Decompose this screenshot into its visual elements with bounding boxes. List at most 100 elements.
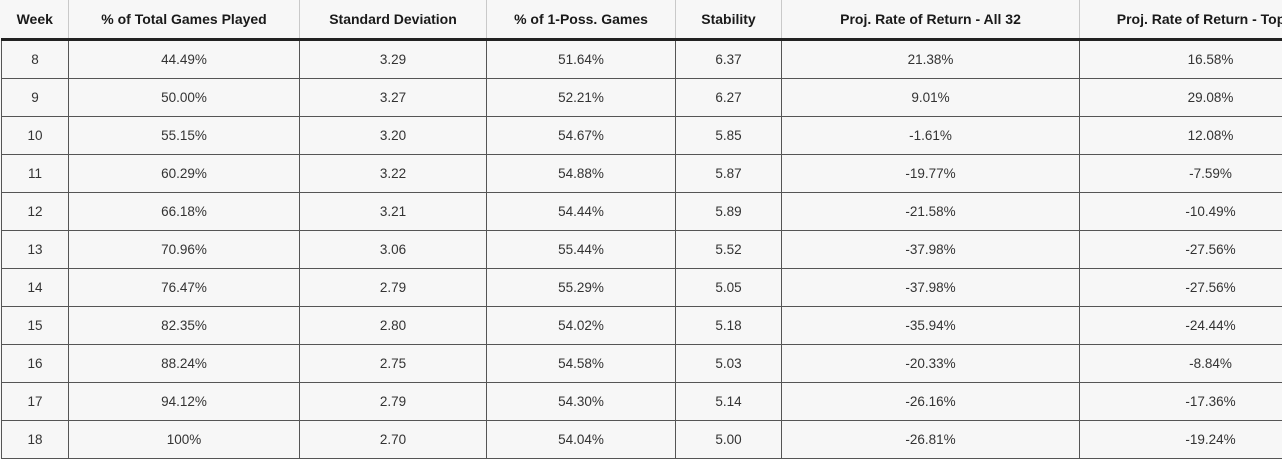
pct-total-games-cell: 44.49%	[69, 40, 300, 79]
return-top20-cell: 16.58%	[1080, 40, 1282, 79]
std-dev-cell: 2.70	[300, 421, 487, 459]
pct-total-games-cell: 82.35%	[69, 307, 300, 345]
pct-one-poss-cell: 52.21%	[487, 79, 676, 117]
pct-one-poss-cell: 54.58%	[487, 345, 676, 383]
stability-cell: 6.37	[676, 40, 782, 79]
pct-one-poss-cell: 54.88%	[487, 155, 676, 193]
return-all32-cell: -37.98%	[782, 269, 1080, 307]
return-top20-cell: -19.24%	[1080, 421, 1282, 459]
week-cell: 17	[2, 383, 69, 421]
std-dev-cell: 2.80	[300, 307, 487, 345]
week-cell: 12	[2, 193, 69, 231]
return-all32-cell: -19.77%	[782, 155, 1080, 193]
pct-total-games-cell: 88.24%	[69, 345, 300, 383]
stability-cell: 5.14	[676, 383, 782, 421]
std-dev-cell: 2.75	[300, 345, 487, 383]
stability-cell: 5.00	[676, 421, 782, 459]
return-all32-cell: -26.81%	[782, 421, 1080, 459]
stability-cell: 5.87	[676, 155, 782, 193]
std-dev-cell: 3.27	[300, 79, 487, 117]
std-dev-cell: 3.06	[300, 231, 487, 269]
column-header-return-top20: Proj. Rate of Return - Top 20	[1080, 0, 1282, 40]
return-all32-cell: 21.38%	[782, 40, 1080, 79]
pct-one-poss-cell: 54.02%	[487, 307, 676, 345]
pct-one-poss-cell: 55.29%	[487, 269, 676, 307]
return-top20-cell: -10.49%	[1080, 193, 1282, 231]
pct-one-poss-cell: 55.44%	[487, 231, 676, 269]
stability-cell: 5.05	[676, 269, 782, 307]
return-top20-cell: -17.36%	[1080, 383, 1282, 421]
stability-cell: 6.27	[676, 79, 782, 117]
std-dev-cell: 2.79	[300, 383, 487, 421]
stability-cell: 5.03	[676, 345, 782, 383]
pct-total-games-cell: 94.12%	[69, 383, 300, 421]
header-row: Week % of Total Games Played Standard De…	[2, 0, 1282, 40]
pct-total-games-cell: 70.96%	[69, 231, 300, 269]
std-dev-cell: 2.79	[300, 269, 487, 307]
table-header: Week % of Total Games Played Standard De…	[2, 0, 1282, 40]
pct-total-games-cell: 100%	[69, 421, 300, 459]
pct-one-poss-cell: 54.67%	[487, 117, 676, 155]
return-top20-cell: -8.84%	[1080, 345, 1282, 383]
return-top20-cell: 29.08%	[1080, 79, 1282, 117]
return-all32-cell: -37.98%	[782, 231, 1080, 269]
pct-one-poss-cell: 54.44%	[487, 193, 676, 231]
stability-cell: 5.89	[676, 193, 782, 231]
std-dev-cell: 3.22	[300, 155, 487, 193]
std-dev-cell: 3.29	[300, 40, 487, 79]
return-all32-cell: -20.33%	[782, 345, 1080, 383]
pct-total-games-cell: 60.29%	[69, 155, 300, 193]
stability-cell: 5.85	[676, 117, 782, 155]
return-top20-cell: -7.59%	[1080, 155, 1282, 193]
return-all32-cell: -26.16%	[782, 383, 1080, 421]
stability-cell: 5.18	[676, 307, 782, 345]
week-cell: 8	[2, 40, 69, 79]
week-cell: 11	[2, 155, 69, 193]
return-top20-cell: 12.08%	[1080, 117, 1282, 155]
week-cell: 13	[2, 231, 69, 269]
std-dev-cell: 3.20	[300, 117, 487, 155]
return-top20-cell: -27.56%	[1080, 231, 1282, 269]
return-all32-cell: -1.61%	[782, 117, 1080, 155]
week-cell: 18	[2, 421, 69, 459]
column-header-std-dev: Standard Deviation	[300, 0, 487, 40]
pct-total-games-cell: 55.15%	[69, 117, 300, 155]
pct-total-games-cell: 50.00%	[69, 79, 300, 117]
return-all32-cell: 9.01%	[782, 79, 1080, 117]
week-cell: 9	[2, 79, 69, 117]
column-header-week: Week	[2, 0, 69, 40]
return-all32-cell: -21.58%	[782, 193, 1080, 231]
return-top20-cell: -27.56%	[1080, 269, 1282, 307]
pct-one-poss-cell: 54.30%	[487, 383, 676, 421]
pct-one-poss-cell: 54.04%	[487, 421, 676, 459]
week-cell: 10	[2, 117, 69, 155]
stability-cell: 5.52	[676, 231, 782, 269]
column-header-pct-total-games: % of Total Games Played	[69, 0, 300, 40]
column-header-stability: Stability	[676, 0, 782, 40]
pct-one-poss-cell: 51.64%	[487, 40, 676, 79]
week-cell: 15	[2, 307, 69, 345]
std-dev-cell: 3.21	[300, 193, 487, 231]
pct-total-games-cell: 66.18%	[69, 193, 300, 231]
column-header-pct-one-poss: % of 1-Poss. Games	[487, 0, 676, 40]
pct-total-games-cell: 76.47%	[69, 269, 300, 307]
return-all32-cell: -35.94%	[782, 307, 1080, 345]
week-cell: 14	[2, 269, 69, 307]
column-header-return-all32: Proj. Rate of Return - All 32	[782, 0, 1080, 40]
week-cell: 16	[2, 345, 69, 383]
return-top20-cell: -24.44%	[1080, 307, 1282, 345]
